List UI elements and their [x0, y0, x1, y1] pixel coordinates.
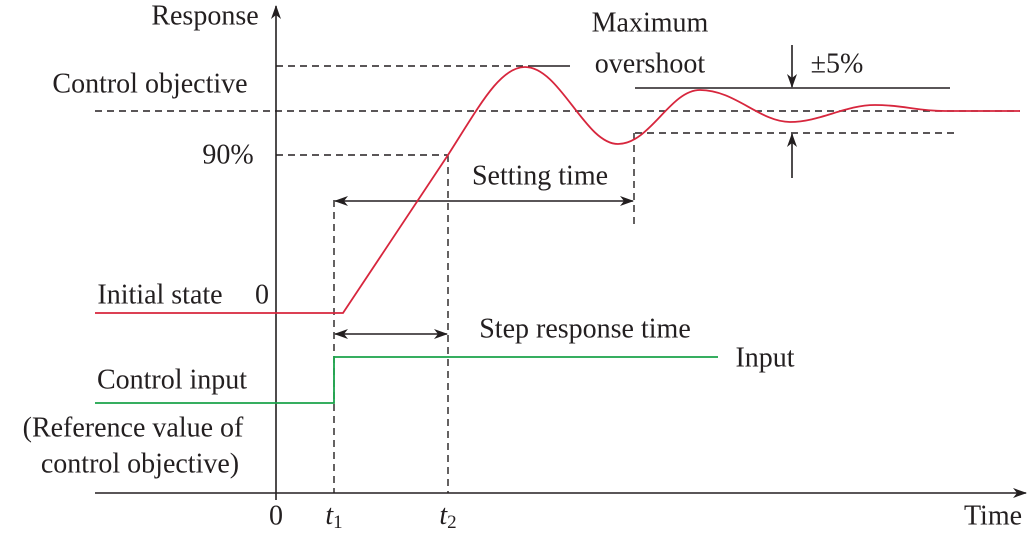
t1-base: t	[325, 500, 334, 531]
label: Maximum	[592, 7, 709, 38]
label: 0	[255, 279, 269, 310]
label: Setting time	[472, 160, 608, 191]
t2-sub: 2	[447, 512, 457, 533]
label: Control input	[97, 364, 247, 395]
label: overshoot	[595, 48, 706, 79]
x-axis-title: Time	[964, 500, 1022, 531]
label: control objective)	[41, 448, 239, 479]
t1-sub: 1	[333, 512, 343, 533]
label: ±5%	[811, 48, 864, 79]
input-curve	[95, 356, 718, 404]
label: Step response time	[479, 313, 691, 344]
label: 90%	[202, 139, 253, 170]
label: Control objective	[52, 68, 247, 99]
t2-base: t	[439, 500, 448, 531]
t1-label: t1	[325, 500, 342, 533]
response-curve	[95, 66, 1020, 314]
t2-label: t2	[439, 500, 456, 533]
label: Initial state	[97, 279, 222, 310]
label: (Reference value of	[23, 412, 244, 443]
origin-label: 0	[269, 500, 283, 531]
label: Input	[735, 342, 794, 373]
y-axis-title: Response	[151, 0, 258, 31]
